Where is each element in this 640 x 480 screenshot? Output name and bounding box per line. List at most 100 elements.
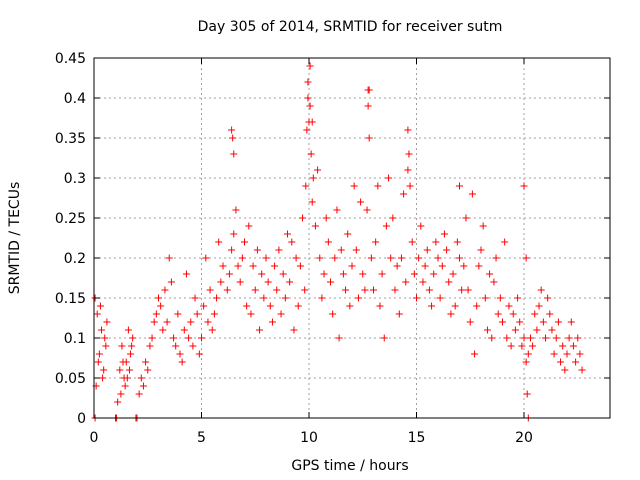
data-point — [139, 382, 147, 390]
data-point — [342, 286, 350, 294]
data-point — [434, 254, 442, 262]
data-point — [208, 326, 216, 334]
data-point — [423, 246, 431, 254]
data-point — [195, 350, 203, 358]
data-point — [275, 246, 283, 254]
y-tick-label: 0.05 — [55, 371, 86, 387]
data-point — [395, 310, 403, 318]
data-point — [520, 182, 528, 190]
data-point — [118, 342, 126, 350]
data-point — [277, 310, 285, 318]
y-tick-label: 0.3 — [64, 171, 86, 187]
data-point — [281, 294, 289, 302]
data-point — [219, 262, 227, 270]
data-point — [460, 262, 468, 270]
y-tick-label: 0 — [77, 411, 86, 427]
data-point — [378, 270, 386, 278]
x-tick-label: 0 — [90, 430, 99, 446]
data-point — [125, 366, 133, 374]
data-point — [308, 118, 316, 126]
data-point — [363, 206, 371, 214]
data-point — [539, 318, 547, 326]
data-point — [170, 334, 178, 342]
y-tick-label: 0.4 — [64, 91, 86, 107]
data-point — [542, 334, 549, 342]
data-point — [408, 238, 416, 246]
data-point — [382, 222, 390, 230]
data-point — [189, 342, 197, 350]
data-point — [314, 166, 322, 174]
data-point — [159, 326, 167, 334]
data-point — [456, 182, 463, 190]
data-point — [529, 342, 537, 350]
data-point — [308, 198, 316, 206]
data-point — [526, 334, 534, 342]
data-point — [243, 302, 251, 310]
data-point — [150, 318, 158, 326]
data-point — [511, 326, 519, 334]
data-point — [531, 310, 539, 318]
data-point — [187, 318, 195, 326]
data-point — [213, 294, 221, 302]
data-point — [114, 398, 122, 406]
data-point — [329, 310, 337, 318]
data-point — [299, 214, 307, 222]
data-point — [296, 262, 304, 270]
data-point — [456, 254, 463, 262]
data-point — [102, 342, 110, 350]
data-point — [324, 238, 332, 246]
data-point — [449, 270, 457, 278]
data-point — [376, 302, 384, 310]
data-point — [225, 270, 233, 278]
data-point — [266, 302, 274, 310]
data-point — [128, 342, 136, 350]
data-point — [241, 238, 248, 246]
data-point — [544, 294, 552, 302]
data-point — [509, 310, 517, 318]
data-point — [523, 390, 531, 398]
y-axis-title: SRMTID / TECUs — [7, 182, 23, 295]
data-point — [421, 262, 429, 270]
data-point — [410, 270, 418, 278]
data-point — [357, 198, 365, 206]
data-point — [180, 326, 188, 334]
data-point — [304, 94, 312, 102]
data-point — [137, 374, 145, 382]
data-point — [352, 246, 360, 254]
data-point — [234, 262, 242, 270]
data-point — [333, 206, 341, 214]
x-tick-label: 10 — [300, 430, 318, 446]
data-point — [393, 262, 401, 270]
data-point — [339, 270, 347, 278]
data-point — [292, 254, 300, 262]
data-point — [405, 150, 413, 158]
data-point — [185, 334, 193, 342]
data-point — [174, 310, 182, 318]
data-point — [514, 294, 522, 302]
data-point — [391, 286, 399, 294]
data-point — [191, 294, 199, 302]
data-point — [468, 190, 476, 198]
data-point — [451, 302, 459, 310]
data-point — [490, 278, 498, 286]
data-point — [258, 270, 266, 278]
data-point — [217, 278, 225, 286]
data-point — [238, 254, 246, 262]
data-point — [264, 278, 272, 286]
data-point — [268, 318, 276, 326]
data-point — [303, 126, 311, 134]
data-point — [152, 310, 160, 318]
data-point — [146, 342, 154, 350]
data-point — [576, 350, 584, 358]
data-point — [165, 254, 173, 262]
y-tick-label: 0.1 — [64, 331, 86, 347]
data-point — [320, 270, 328, 278]
data-point — [98, 326, 106, 334]
data-point — [425, 286, 433, 294]
data-point — [486, 270, 494, 278]
data-point — [404, 126, 412, 134]
data-point — [522, 358, 530, 366]
y-tick-label: 0.15 — [55, 291, 86, 307]
data-point — [337, 246, 345, 254]
